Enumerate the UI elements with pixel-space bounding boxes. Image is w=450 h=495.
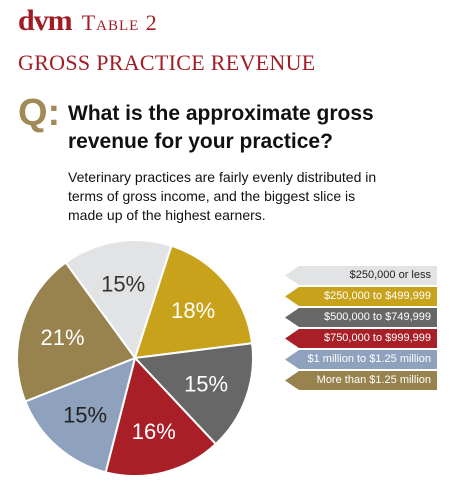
pie-slice-250-000-or-less — [64, 239, 173, 361]
pie-slice-1-million-to-1-25-million — [23, 356, 137, 474]
pie-slice-250-000-to-499-999 — [133, 244, 254, 360]
table-label: Table 2 — [81, 10, 158, 35]
chart-legend: $250,000 or less $250,000 to $499,999 $500… — [285, 266, 437, 392]
dvm-logo: dvm — [18, 4, 73, 37]
pie-label-500-000-to-749-999: 15% — [184, 372, 228, 397]
question-description: Veterinary practices are fairly evenly d… — [68, 169, 377, 223]
pie-label-1-million-to-1-25-million: 15% — [63, 403, 107, 428]
legend-item-1-million-to-1-25-million: $1 million to $1.25 million — [285, 350, 437, 369]
legend-item-750-000-to-999-999: $750,000 to $999,999 — [285, 329, 437, 348]
pie-slice-750-000-to-999-999 — [104, 355, 218, 477]
legend-item-more-than-1-25-million: More than $1.25 million — [285, 371, 437, 390]
question-text: What is the approximate gross revenue fo… — [68, 102, 374, 153]
pie-label-750-000-to-999-999: 16% — [132, 419, 176, 444]
legend-item-250-000-or-less: $250,000 or less — [285, 266, 437, 285]
legend-item-500-000-to-749-999: $500,000 to $749,999 — [285, 308, 437, 327]
pie-chart: 15% 18% 15% 16% 15% 21% — [16, 239, 254, 477]
pie-slice-500-000-to-749-999 — [132, 342, 254, 446]
pie-slice-more-than-1-25-million — [16, 261, 137, 403]
pie-label-more-than-1-25-million: 21% — [40, 325, 84, 350]
question-prefix: Q: — [18, 92, 61, 134]
brand-header: dvm Table 2 — [18, 4, 158, 38]
pie-label-250-000-to-499-999: 18% — [171, 298, 215, 323]
legend-item-250-000-to-499-999: $250,000 to $499,999 — [285, 287, 437, 306]
chart-title: GROSS PRACTICE REVENUE — [18, 50, 316, 75]
pie-label-250-000-or-less: 15% — [101, 271, 145, 296]
